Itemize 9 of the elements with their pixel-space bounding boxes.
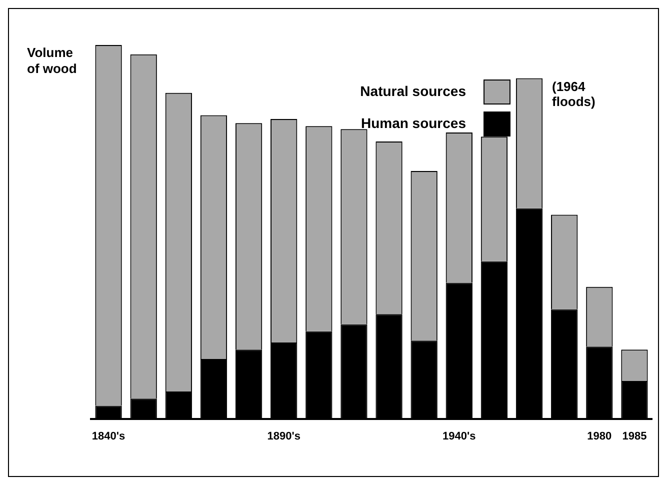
legend-label: Natural sources	[360, 82, 466, 99]
x-tick-label: 1890's	[267, 430, 300, 442]
x-tick-label: 1980	[587, 430, 612, 442]
x-tick-label: 1985	[622, 430, 647, 442]
x-tick-label: 1940's	[442, 430, 476, 442]
y-axis-title: Volume of wood	[27, 45, 77, 76]
x-tick-label: 1840's	[92, 430, 126, 442]
legend-label: Human sources	[360, 114, 466, 131]
annotation: (1964 floods)	[552, 79, 596, 110]
